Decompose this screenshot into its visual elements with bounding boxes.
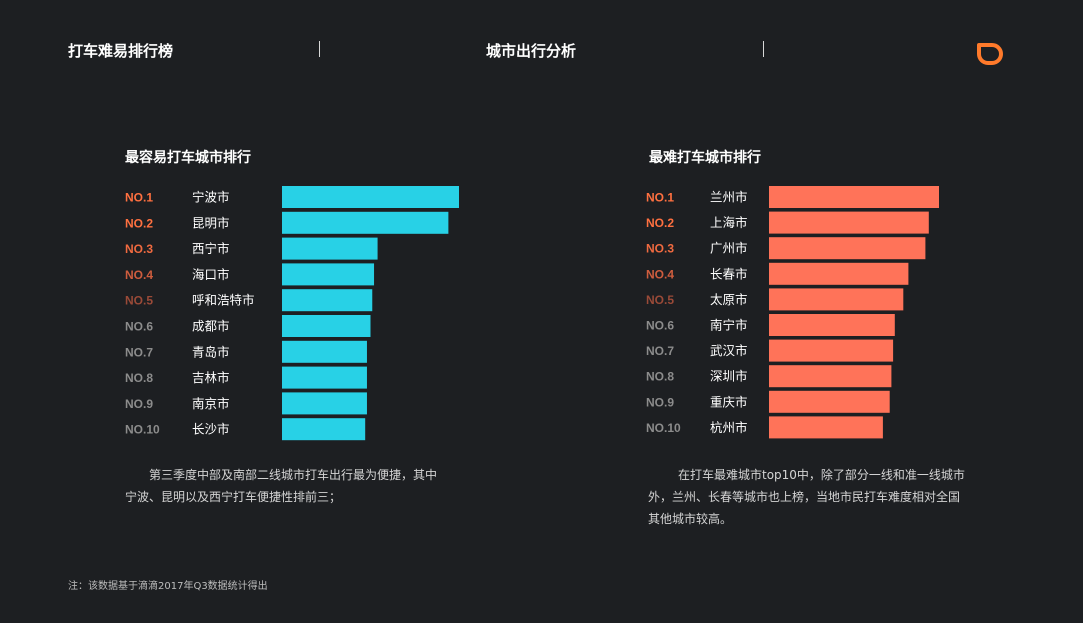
city-label: 长春市 bbox=[710, 266, 748, 281]
bar bbox=[282, 392, 367, 415]
easy-chart-description: 第三季度中部及南部二线城市打车出行最为便捷，其中 宁波、昆明以及西宁打车便捷性排… bbox=[125, 464, 437, 508]
city-label: 宁波市 bbox=[192, 190, 230, 205]
city-label: 南宁市 bbox=[710, 318, 748, 333]
page-subtitle: 城市出行分析 bbox=[486, 42, 577, 60]
bar bbox=[769, 237, 926, 260]
rank-label: NO.2 bbox=[646, 216, 674, 230]
city-label: 西宁市 bbox=[192, 241, 230, 256]
bar bbox=[282, 211, 449, 234]
rank-label: NO.9 bbox=[646, 395, 674, 409]
hard-chart-title: 最难打车城市排行 bbox=[649, 150, 761, 166]
city-label: 广州市 bbox=[710, 241, 748, 256]
easy-taxi-city-bar-chart: NO.1 宁波市 NO.2 昆明市 NO.3 西宁市 NO.4 海口市 NO.5 呼和浩特市 NO.… bbox=[125, 186, 459, 441]
bar bbox=[282, 186, 459, 208]
description-line: 外，兰州、长春等城市也上榜，当地市民打车难度相对全国 bbox=[648, 490, 961, 504]
bar bbox=[282, 263, 375, 286]
rank-label: NO.8 bbox=[125, 371, 153, 385]
rank-label: NO.1 bbox=[125, 191, 153, 205]
hard-chart-description: 在打车最难城市top10中，除了部分一线和准一线城市 外，兰州、长春等城市也上榜… bbox=[648, 464, 965, 530]
rank-label: NO.2 bbox=[125, 216, 153, 230]
hard-taxi-city-bar-chart: NO.1 兰州市 NO.2 上海市 NO.3 广州市 NO.4 长春市 NO.5 太原市 NO.6 南… bbox=[646, 186, 939, 439]
bar bbox=[282, 340, 367, 363]
rank-label: NO.10 bbox=[125, 423, 160, 437]
rank-label: NO.3 bbox=[646, 242, 674, 256]
page-section-title: 打车难易排行榜 bbox=[68, 42, 174, 60]
rank-label: NO.3 bbox=[125, 242, 153, 256]
description-line: 其他城市较高。 bbox=[648, 512, 733, 526]
rank-label: NO.5 bbox=[125, 294, 153, 308]
city-label: 上海市 bbox=[710, 215, 748, 230]
bar bbox=[282, 237, 378, 260]
bar bbox=[769, 339, 894, 362]
didi-logo-icon bbox=[975, 41, 1005, 69]
bar bbox=[282, 315, 371, 337]
city-label: 青岛市 bbox=[192, 344, 230, 359]
city-label: 呼和浩特市 bbox=[192, 293, 255, 308]
rank-label: NO.8 bbox=[646, 370, 674, 384]
easy-chart-title: 最容易打车城市排行 bbox=[125, 150, 251, 166]
city-label: 昆明市 bbox=[192, 215, 230, 230]
bar bbox=[769, 416, 883, 439]
rank-label: NO.7 bbox=[646, 344, 674, 358]
city-label: 吉林市 bbox=[192, 370, 230, 385]
bar bbox=[769, 186, 939, 208]
description-line: 第三季度中部及南部二线城市打车出行最为便捷，其中 bbox=[149, 468, 438, 482]
header-divider bbox=[319, 41, 320, 57]
rank-label: NO.4 bbox=[125, 268, 153, 282]
rank-label: NO.9 bbox=[125, 397, 153, 411]
bar bbox=[282, 289, 373, 312]
bar bbox=[282, 418, 366, 441]
city-label: 武汉市 bbox=[710, 343, 748, 358]
city-label: 重庆市 bbox=[710, 394, 748, 409]
city-label: 长沙市 bbox=[192, 422, 230, 437]
header-divider bbox=[763, 41, 764, 57]
bar bbox=[769, 314, 895, 336]
bar bbox=[769, 288, 904, 311]
city-label: 深圳市 bbox=[710, 369, 748, 384]
bar bbox=[769, 390, 890, 413]
city-label: 太原市 bbox=[710, 292, 748, 307]
city-label: 南京市 bbox=[192, 396, 230, 411]
bar bbox=[769, 211, 929, 234]
bar bbox=[282, 366, 367, 389]
rank-label: NO.5 bbox=[646, 293, 674, 307]
rank-label: NO.4 bbox=[646, 267, 674, 281]
rank-label: NO.1 bbox=[646, 191, 674, 205]
description-line: 在打车最难城市top10中，除了部分一线和准一线城市 bbox=[678, 468, 965, 482]
rank-label: NO.10 bbox=[646, 421, 681, 435]
city-label: 杭州市 bbox=[710, 420, 748, 435]
bar bbox=[769, 262, 909, 285]
city-label: 兰州市 bbox=[710, 190, 748, 205]
city-label: 成都市 bbox=[192, 319, 230, 334]
rank-label: NO.6 bbox=[646, 319, 674, 333]
rank-label: NO.6 bbox=[125, 320, 153, 334]
bar bbox=[769, 365, 892, 388]
rank-label: NO.7 bbox=[125, 345, 153, 359]
city-label: 海口市 bbox=[192, 267, 230, 282]
data-source-footnote: 注：该数据基于滴滴2017年Q3数据统计得出 bbox=[68, 581, 268, 592]
description-line: 宁波、昆明以及西宁打车便捷性排前三； bbox=[125, 490, 342, 504]
